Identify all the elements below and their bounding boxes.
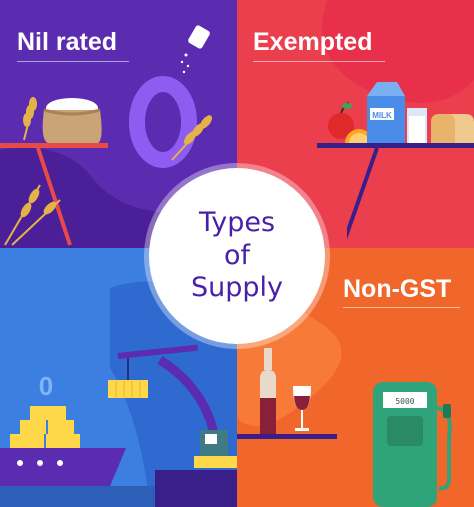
milk-text: MILK	[372, 111, 392, 120]
container-icon	[108, 380, 148, 398]
salt-shaker-icon	[180, 25, 210, 74]
center-title-line3: Supply	[190, 272, 283, 304]
pump-meter-text: 5000	[395, 397, 414, 406]
glass-of-milk-icon	[407, 108, 427, 143]
non-gst-underline	[343, 307, 460, 308]
orange-slice-icon	[345, 129, 373, 143]
exempted-label: Exempted	[253, 28, 373, 56]
bread-icon	[431, 114, 474, 143]
wheat-icon	[4, 184, 61, 246]
milk-carton-icon: MILK	[367, 82, 405, 143]
cargo-ship-icon	[0, 448, 126, 486]
wine-glass-icon	[293, 386, 311, 431]
shelf	[237, 434, 337, 439]
grain-sack-icon	[42, 98, 102, 143]
water	[0, 486, 155, 507]
shelf-leg	[341, 147, 379, 246]
shelf-leg	[36, 147, 72, 246]
zero-digit-icon	[129, 76, 197, 168]
fuel-pump-icon: 5000	[373, 382, 452, 507]
wheat-icon	[23, 97, 37, 141]
wine-bottle-icon	[260, 348, 276, 434]
center-title-line1: Types	[198, 206, 276, 238]
shelf	[317, 143, 474, 148]
dock	[155, 470, 237, 507]
quadrant-nil-rated: Nil rated	[0, 0, 237, 248]
nil-rated-label: Nil rated	[17, 28, 118, 56]
container-icon	[10, 406, 80, 448]
exempted-underline	[253, 61, 385, 62]
crane-icon	[117, 344, 237, 468]
apple-icon	[328, 102, 354, 139]
non-gst-label: Non-GST	[343, 275, 452, 303]
zero-rated-illustration: 0	[0, 281, 237, 507]
background-wave	[322, 0, 474, 103]
shelf	[0, 143, 108, 148]
zero-digit-icon: 0	[39, 371, 53, 401]
nil-rated-underline	[17, 61, 129, 62]
center-title-line2: of	[223, 239, 251, 271]
wheat-icon	[171, 115, 213, 161]
center-circle: Types of Supply	[149, 168, 325, 344]
